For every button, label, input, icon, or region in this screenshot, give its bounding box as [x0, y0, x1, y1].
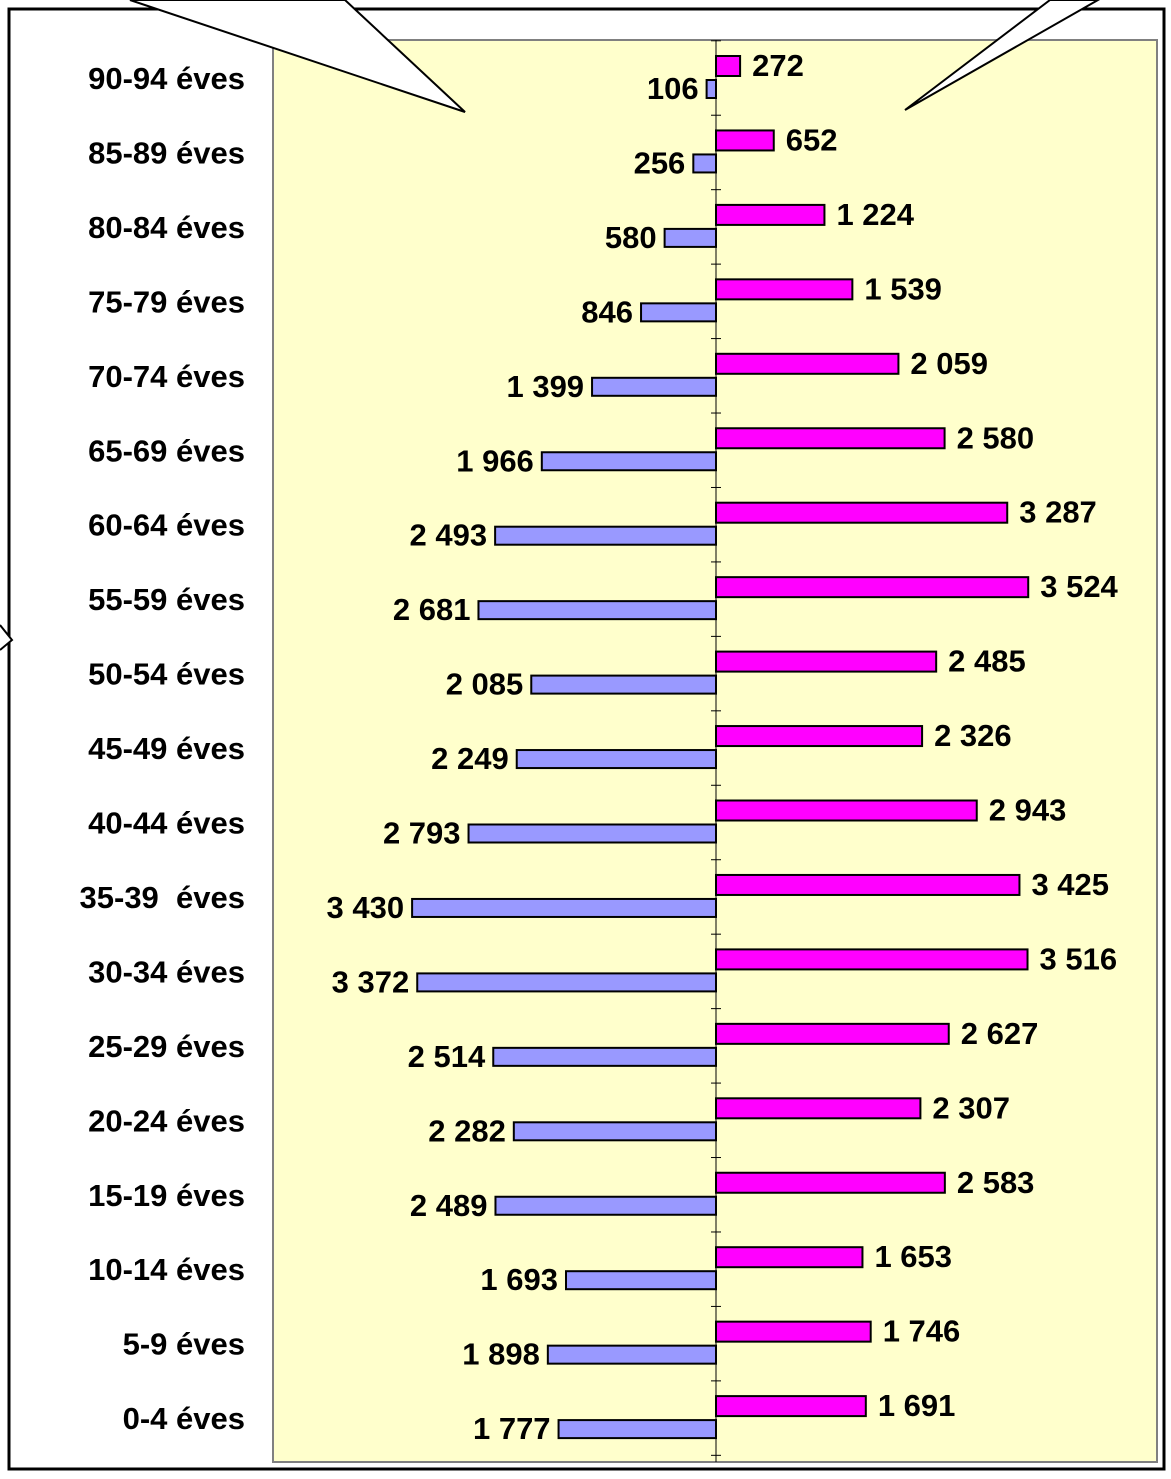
- y-tick-label: 5-9 éves: [123, 1327, 245, 1362]
- value-label: 1 224: [836, 197, 914, 232]
- value-label: 3 516: [1040, 941, 1118, 976]
- bar: [512, 1121, 718, 1142]
- bar: [715, 501, 1009, 524]
- value-label: 2 943: [989, 793, 1067, 828]
- callout: [129, 0, 466, 113]
- y-tick-label: 35-39 éves: [80, 880, 245, 915]
- bar: [477, 600, 718, 621]
- value-label: 256: [634, 145, 686, 180]
- bar: [411, 897, 717, 918]
- value-label: 1 693: [480, 1262, 558, 1297]
- bar: [715, 129, 775, 152]
- bar: [715, 948, 1029, 971]
- value-label: 2 085: [446, 667, 524, 702]
- value-label: 272: [752, 48, 804, 83]
- value-label: 1 653: [874, 1239, 952, 1274]
- bar: [715, 1395, 867, 1418]
- bar: [565, 1270, 717, 1291]
- y-tick-label: 30-34 éves: [88, 954, 245, 989]
- y-tick-label: 65-69 éves: [88, 433, 245, 468]
- value-label: 3 425: [1031, 867, 1109, 902]
- value-label: 2 059: [910, 346, 988, 381]
- y-tick-label: 20-24 éves: [88, 1103, 245, 1138]
- y-tick-label: 75-79 éves: [88, 284, 245, 319]
- bar: [640, 302, 717, 323]
- value-label: 2 326: [934, 718, 1012, 753]
- bar: [715, 55, 742, 77]
- bar: [705, 79, 717, 99]
- y-tick-label: 25-29 éves: [88, 1029, 245, 1064]
- callout: [904, 0, 1101, 111]
- bar: [715, 799, 978, 822]
- value-label: 1 691: [878, 1388, 956, 1423]
- bar: [715, 1320, 872, 1343]
- bar: [591, 376, 717, 397]
- bar: [494, 525, 718, 546]
- value-label: 1 966: [456, 443, 534, 478]
- value-label: 2 681: [393, 592, 471, 627]
- bar: [494, 1195, 718, 1216]
- bar: [515, 749, 717, 770]
- y-tick-label: 55-59 éves: [88, 582, 245, 617]
- value-label: 2 489: [410, 1188, 488, 1223]
- callout: [0, 624, 14, 651]
- value-label: 2 627: [961, 1016, 1039, 1051]
- value-label: 2 793: [383, 816, 461, 851]
- value-label: 1 399: [506, 369, 584, 404]
- bar: [715, 427, 946, 450]
- bar: [715, 1097, 922, 1120]
- value-label: 2 249: [431, 741, 509, 776]
- bar: [692, 153, 718, 174]
- y-tick-label: 15-19 éves: [88, 1178, 245, 1213]
- value-label: 2 580: [957, 420, 1035, 455]
- value-label: 1 777: [473, 1411, 551, 1446]
- value-label: 1 539: [864, 271, 942, 306]
- bar: [715, 278, 854, 301]
- bar: [715, 1246, 864, 1269]
- value-label: 846: [581, 294, 633, 329]
- bar: [467, 823, 717, 844]
- bar: [663, 227, 717, 248]
- y-tick-label: 40-44 éves: [88, 806, 245, 841]
- y-tick-label: 50-54 éves: [88, 657, 245, 692]
- value-label: 106: [647, 71, 699, 106]
- value-label: 3 430: [327, 890, 405, 925]
- bar: [416, 972, 717, 993]
- y-tick-label: 0-4 éves: [123, 1401, 245, 1436]
- bar: [546, 1344, 718, 1365]
- y-tick-label: 90-94 éves: [88, 61, 245, 96]
- bar: [540, 451, 717, 472]
- value-label: 2 583: [957, 1165, 1035, 1200]
- value-label: 2 485: [948, 644, 1026, 679]
- bar: [715, 873, 1021, 896]
- y-tick-label: 60-64 éves: [88, 508, 245, 543]
- value-label: 2 282: [428, 1113, 506, 1148]
- value-label: 3 524: [1040, 569, 1118, 604]
- value-label: 580: [605, 220, 657, 255]
- y-tick-label: 45-49 éves: [88, 731, 245, 766]
- bar: [715, 1022, 950, 1045]
- value-label: 2 514: [408, 1039, 486, 1074]
- bar: [715, 352, 900, 375]
- value-label: 1 746: [883, 1314, 961, 1349]
- bar: [530, 674, 717, 695]
- bar: [557, 1419, 717, 1440]
- value-label: 3 372: [332, 964, 410, 999]
- bar: [715, 650, 938, 673]
- value-label: 2 307: [932, 1090, 1010, 1125]
- value-label: 3 287: [1019, 495, 1097, 530]
- bar: [492, 1046, 718, 1067]
- y-tick-label: 85-89 éves: [88, 135, 245, 170]
- y-tick-label: 70-74 éves: [88, 359, 245, 394]
- bar: [715, 203, 826, 226]
- bar: [715, 1171, 946, 1194]
- y-tick-label: 80-84 éves: [88, 210, 245, 245]
- bar: [715, 576, 1030, 599]
- value-label: 1 898: [462, 1337, 540, 1372]
- value-label: 652: [786, 122, 838, 157]
- bar: [715, 725, 924, 748]
- value-label: 2 493: [410, 518, 488, 553]
- y-tick-label: 10-14 éves: [88, 1252, 245, 1287]
